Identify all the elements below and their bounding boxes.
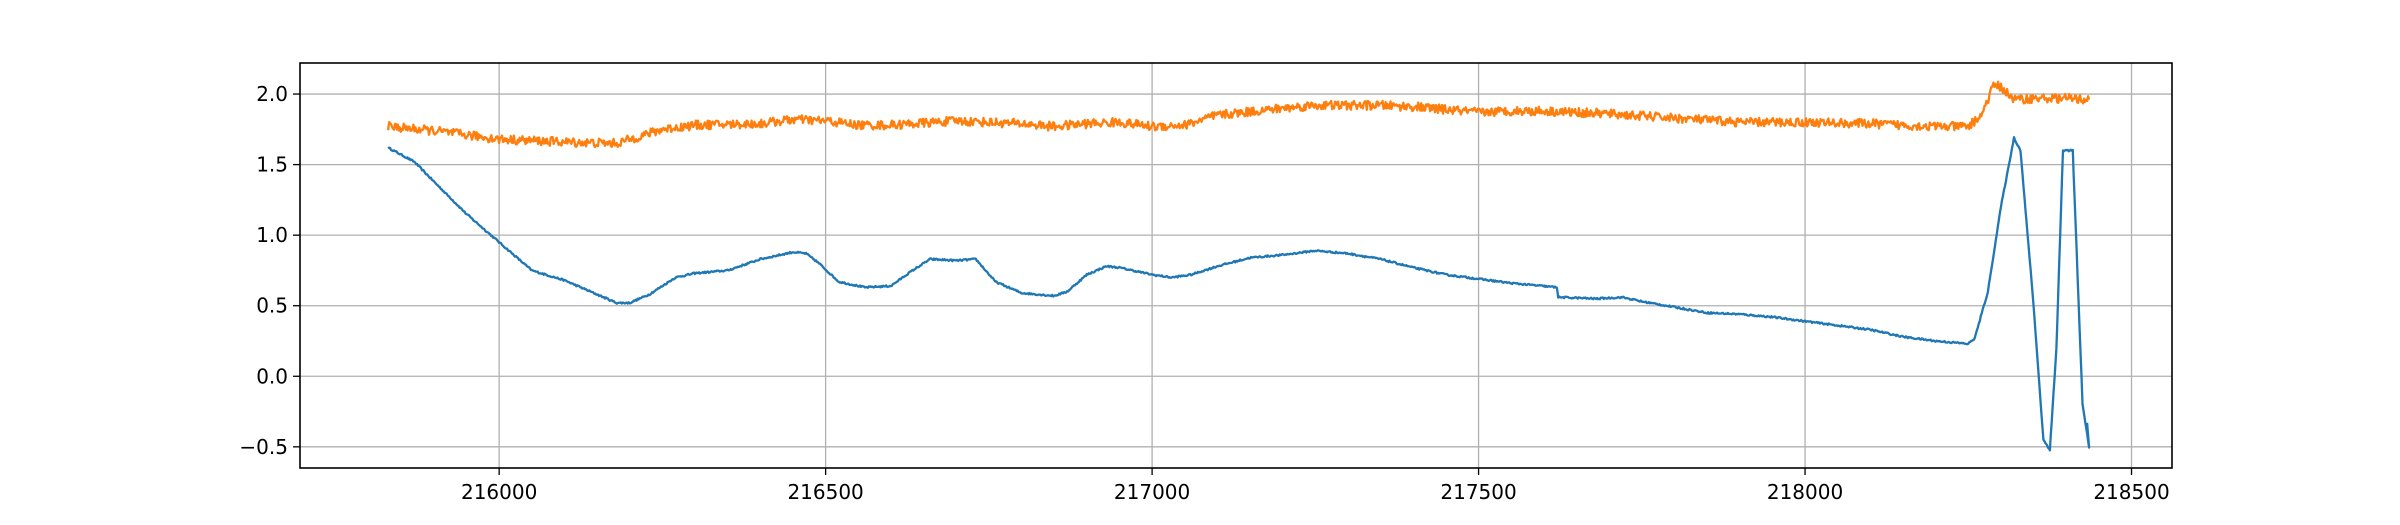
x-tick-label: 217000: [1114, 480, 1190, 504]
y-tick-label: −0.5: [239, 435, 288, 459]
x-tick-label: 217500: [1440, 480, 1516, 504]
y-tick-label: 1.0: [256, 223, 288, 247]
x-tick-label: 218500: [2093, 480, 2169, 504]
grid: [300, 63, 2172, 468]
x-tick-label: 216500: [787, 480, 863, 504]
plot-frame: [299, 62, 2173, 469]
y-tick-label: 2.0: [256, 82, 288, 106]
series-2-line: [386, 80, 2091, 149]
axis-ticks: 216000 216500 217000 217500 218000 218500 −0.5…: [239, 82, 2169, 504]
series-group: [386, 80, 2091, 452]
y-tick-label: 0.0: [256, 364, 288, 388]
x-tick-label: 216000: [461, 480, 537, 504]
x-tick-label: 218000: [1767, 480, 1843, 504]
series-1-line: [387, 136, 2091, 452]
y-tick-label: 0.5: [256, 294, 288, 318]
y-tick-label: 1.5: [256, 153, 288, 177]
